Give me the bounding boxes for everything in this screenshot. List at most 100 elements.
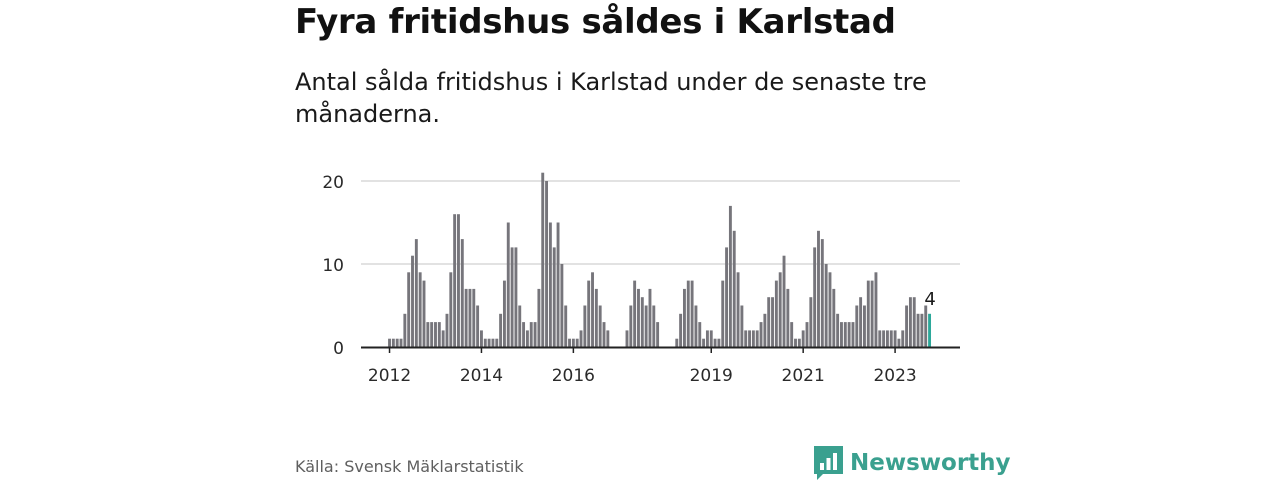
bar	[388, 338, 391, 347]
bar	[395, 338, 399, 347]
bars	[388, 172, 932, 347]
bar	[464, 288, 468, 347]
bar	[725, 247, 729, 347]
bar	[893, 330, 897, 347]
bar	[682, 288, 686, 347]
bar	[782, 255, 786, 347]
gridlines	[361, 180, 960, 265]
bar	[843, 322, 847, 347]
bar	[916, 313, 920, 347]
bar	[748, 330, 751, 347]
bar	[790, 322, 794, 347]
bar	[460, 239, 464, 347]
bar	[541, 172, 545, 347]
bar	[859, 297, 863, 347]
bar	[583, 305, 587, 347]
bar	[824, 264, 828, 347]
bar-chart-icon	[814, 446, 843, 480]
bar	[771, 297, 774, 347]
bar	[901, 330, 905, 347]
x-tick-label: 2023	[873, 366, 916, 386]
bar	[774, 280, 778, 347]
bar	[552, 247, 556, 347]
y-tick-label: 20	[322, 173, 344, 193]
bar	[399, 338, 403, 347]
bar	[717, 338, 721, 347]
bar	[499, 313, 503, 347]
bar	[863, 305, 866, 347]
bar	[571, 338, 575, 347]
bar	[686, 280, 690, 347]
bar	[751, 330, 755, 347]
bar	[480, 330, 483, 347]
y-tick-label: 0	[333, 339, 344, 359]
bar	[820, 239, 824, 347]
bar	[537, 288, 541, 347]
bar	[813, 247, 817, 347]
bar	[778, 272, 782, 347]
bar	[564, 305, 568, 347]
brand-logo[interactable]: Newsworthy	[814, 446, 1011, 480]
bar	[568, 338, 571, 347]
bar	[556, 222, 560, 347]
bar	[506, 222, 510, 347]
bar	[457, 214, 460, 347]
bar	[874, 272, 878, 347]
bar	[602, 322, 606, 347]
bar	[767, 297, 771, 347]
bar	[487, 338, 491, 347]
bar	[694, 305, 698, 347]
bar	[817, 230, 820, 347]
bar	[545, 181, 549, 347]
bar	[828, 272, 832, 347]
bar	[709, 330, 713, 347]
bar	[575, 338, 579, 347]
bar	[633, 280, 637, 347]
bar	[434, 322, 437, 347]
bar	[449, 272, 453, 347]
bar	[656, 322, 660, 347]
bar	[587, 280, 591, 347]
bar	[870, 280, 874, 347]
bar	[908, 297, 912, 347]
bar	[705, 330, 709, 347]
bar	[744, 330, 748, 347]
bar	[483, 338, 487, 347]
bar	[866, 280, 870, 347]
bar	[920, 313, 924, 347]
bar	[832, 288, 836, 347]
bar	[797, 338, 801, 347]
source-note: Källa: Svensk Mäklarstatistik	[295, 457, 524, 476]
bar	[491, 338, 495, 347]
bar	[391, 338, 395, 347]
bar	[924, 305, 928, 347]
bar	[882, 330, 886, 347]
bar	[418, 272, 422, 347]
bar	[629, 305, 633, 347]
bar	[836, 313, 840, 347]
bar	[644, 305, 648, 347]
bar	[794, 338, 797, 347]
bar	[732, 230, 736, 347]
bar	[648, 288, 652, 347]
bar	[625, 330, 629, 347]
bar	[606, 330, 610, 347]
bar	[518, 305, 522, 347]
bar	[476, 305, 480, 347]
bar	[502, 280, 506, 347]
bar	[736, 272, 740, 347]
bar	[698, 322, 702, 347]
bar	[422, 280, 426, 347]
x-tick-label: 2016	[552, 366, 595, 386]
bar	[560, 264, 564, 347]
x-tick-label: 2021	[782, 366, 825, 386]
bar	[510, 247, 514, 347]
bar	[529, 322, 533, 347]
bar	[579, 330, 583, 347]
chart-title: Fyra fritidshus såldes i Karlstad	[295, 2, 896, 42]
bar	[855, 305, 859, 347]
y-tick-label: 10	[322, 256, 344, 276]
bar	[679, 313, 683, 347]
bar	[786, 288, 790, 347]
